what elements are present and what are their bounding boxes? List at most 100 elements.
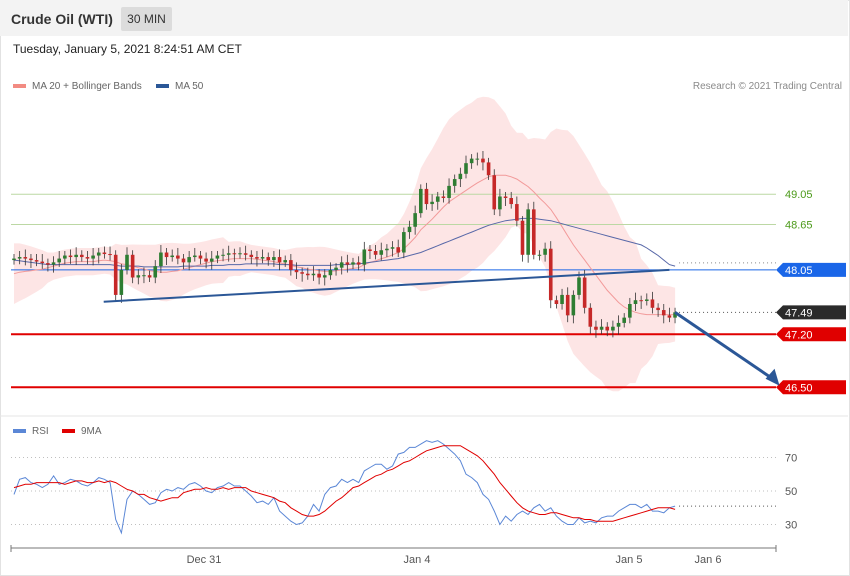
forecast-arrow-shaft bbox=[674, 311, 777, 383]
candle-body bbox=[464, 163, 468, 174]
legend-label: 9MA bbox=[81, 426, 102, 437]
candle-body bbox=[373, 251, 378, 255]
rsi-9ma-line bbox=[13, 445, 676, 522]
legend-label: MA 20 + Bollinger Bands bbox=[32, 81, 142, 92]
candle-body bbox=[91, 255, 95, 259]
candle-body bbox=[622, 317, 626, 323]
candle-body bbox=[339, 262, 344, 268]
candle-body bbox=[57, 258, 61, 263]
candle-body bbox=[667, 315, 672, 318]
candle-body bbox=[645, 299, 649, 301]
candle-body bbox=[187, 257, 191, 263]
candle-body bbox=[673, 312, 677, 318]
candle-body bbox=[249, 254, 254, 258]
support-trendline bbox=[103, 268, 670, 303]
candle-body bbox=[153, 266, 158, 278]
candle-body bbox=[34, 260, 39, 262]
candle-body bbox=[526, 209, 530, 255]
candle-body bbox=[113, 254, 118, 295]
candle-body bbox=[193, 255, 197, 258]
candle-body bbox=[628, 304, 632, 318]
candle-body bbox=[46, 263, 50, 265]
candle-body bbox=[515, 204, 519, 221]
candle-body bbox=[68, 255, 73, 258]
ma50-line bbox=[13, 217, 676, 268]
legend-9ma: 9MA bbox=[62, 426, 102, 437]
rsi-tick-label: 70 bbox=[785, 452, 797, 464]
candle-body bbox=[661, 310, 666, 316]
candle-body bbox=[17, 257, 22, 259]
x-tick-label: Dec 31 bbox=[187, 554, 222, 566]
candle-body bbox=[266, 257, 271, 261]
candle-body bbox=[345, 262, 350, 265]
candle-body bbox=[509, 198, 513, 205]
candle-body bbox=[588, 307, 593, 327]
candle-body bbox=[272, 257, 276, 261]
candle-body bbox=[582, 277, 587, 308]
candle-body bbox=[170, 255, 174, 258]
candle-body bbox=[238, 253, 242, 255]
candle-body bbox=[571, 294, 576, 316]
legend-ma20-bollinger: MA 20 + Bollinger Bands bbox=[13, 81, 142, 92]
candle-body bbox=[294, 269, 299, 273]
candle-body bbox=[368, 249, 372, 251]
level-label: 48.65 bbox=[785, 220, 813, 232]
candle-body bbox=[486, 162, 491, 176]
candle-body bbox=[503, 196, 508, 198]
candle-body bbox=[390, 247, 395, 249]
candle-body bbox=[537, 254, 542, 256]
candle-body bbox=[198, 255, 203, 259]
candle-body bbox=[520, 220, 525, 255]
candle-body bbox=[136, 275, 141, 278]
candle-body bbox=[277, 257, 282, 263]
candle-body bbox=[51, 262, 56, 265]
rsi-line bbox=[13, 440, 676, 535]
candle-body bbox=[543, 248, 547, 255]
candle-body bbox=[108, 254, 112, 256]
candle-body bbox=[532, 209, 536, 255]
legend-label: RSI bbox=[32, 426, 49, 437]
x-tick-label: Jan 5 bbox=[616, 554, 643, 566]
x-tick-label: Jan 6 bbox=[695, 554, 722, 566]
candle-body bbox=[159, 252, 163, 267]
candle-body bbox=[142, 275, 146, 277]
candle-body bbox=[102, 252, 107, 255]
level-label: 48.05 bbox=[785, 265, 813, 277]
candle-body bbox=[379, 250, 384, 255]
candle-body bbox=[119, 269, 124, 295]
candle-body bbox=[221, 254, 225, 256]
legend-swatch bbox=[62, 429, 75, 434]
timeframe-button[interactable]: 30 MIN bbox=[121, 7, 172, 31]
candle-body bbox=[656, 307, 660, 311]
candle-body bbox=[492, 175, 497, 210]
candle-body bbox=[164, 252, 169, 258]
candle-body bbox=[548, 248, 553, 301]
candle-body bbox=[328, 269, 333, 276]
candle-body bbox=[130, 254, 135, 278]
candle-body bbox=[458, 173, 463, 180]
candle-body bbox=[452, 179, 457, 186]
legend-swatch bbox=[156, 84, 169, 89]
candle-body bbox=[289, 260, 293, 270]
candle-body bbox=[498, 196, 502, 210]
candle-body bbox=[317, 273, 321, 278]
candle-body bbox=[402, 232, 406, 253]
candle-body bbox=[147, 275, 152, 278]
instrument-title: Crude Oil (WTI) bbox=[11, 11, 113, 27]
candle-body bbox=[226, 253, 231, 255]
candle-body bbox=[565, 294, 570, 316]
legend-swatch bbox=[13, 84, 26, 89]
candle-body bbox=[599, 326, 604, 330]
candle-body bbox=[23, 257, 28, 259]
candle-body bbox=[209, 258, 214, 262]
candle-body bbox=[447, 185, 451, 198]
candle-body bbox=[469, 158, 474, 164]
rsi-tick-label: 30 bbox=[785, 520, 797, 532]
candle-body bbox=[176, 255, 180, 259]
candle-body bbox=[419, 188, 423, 214]
candle-body bbox=[424, 188, 429, 205]
candle-body bbox=[407, 226, 412, 233]
candle-body bbox=[232, 253, 237, 255]
candle-body bbox=[243, 253, 248, 255]
